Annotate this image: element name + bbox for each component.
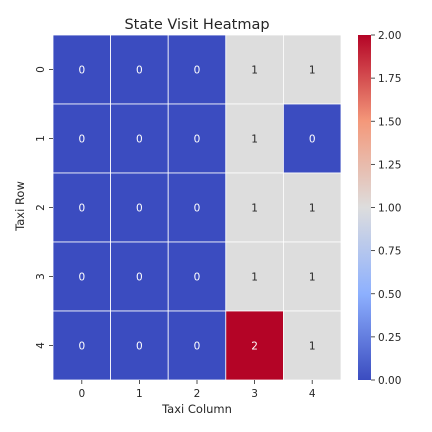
cell-annotation: 0 bbox=[78, 341, 85, 353]
cell-annotation: 0 bbox=[309, 134, 316, 146]
heatmap-cell bbox=[282, 34, 342, 105]
cell-annotation: 1 bbox=[251, 65, 258, 77]
heatmap-cell bbox=[282, 103, 342, 174]
heatmap-cell bbox=[52, 103, 111, 174]
x-axis-label: Taxi Column bbox=[161, 402, 232, 416]
heatmap-cell bbox=[167, 172, 227, 243]
heatmap-cell bbox=[167, 241, 227, 312]
colorbar-gradient bbox=[358, 35, 371, 380]
heatmap-cell bbox=[282, 310, 342, 381]
colorbar-tick-label: 0.00 bbox=[378, 375, 401, 387]
x-tick-labels: 0 1 2 3 4 bbox=[78, 380, 316, 400]
y-tick-label: 0 bbox=[35, 66, 47, 73]
y-tick-label: 4 bbox=[35, 342, 47, 349]
cell-annotation: 0 bbox=[194, 134, 201, 146]
cell-annotation: 0 bbox=[78, 203, 85, 215]
chart-title: State Visit Heatmap bbox=[124, 17, 269, 33]
cell-annotation: 0 bbox=[136, 65, 143, 77]
colorbar-tick-label: 2.00 bbox=[378, 30, 401, 42]
cell-annotation: 0 bbox=[136, 134, 143, 146]
x-tick-label: 4 bbox=[309, 388, 316, 400]
heatmap-cell bbox=[225, 241, 284, 312]
heatmap-cell bbox=[225, 172, 284, 243]
cell-annotation: 1 bbox=[251, 203, 258, 215]
cell-annotation: 0 bbox=[136, 272, 143, 284]
heatmap-cell bbox=[110, 172, 169, 243]
cell-annotation: 1 bbox=[251, 272, 258, 284]
x-tick-label: 2 bbox=[194, 388, 201, 400]
cell-annotation: 0 bbox=[194, 341, 201, 353]
heatmap-cells: 0 0 0 1 1 0 0 0 1 0 0 0 0 1 1 0 0 0 1 1 0 0 0 2 1 bbox=[52, 34, 342, 381]
heatmap-cell bbox=[225, 34, 284, 105]
cell-annotation: 1 bbox=[309, 203, 316, 215]
cell-annotation: 0 bbox=[78, 272, 85, 284]
cell-annotation: 1 bbox=[309, 341, 316, 353]
y-tick-label: 1 bbox=[35, 135, 47, 142]
cell-annotation: 2 bbox=[251, 341, 258, 353]
cell-annotation: 0 bbox=[194, 272, 201, 284]
colorbar-tick-label: 1.75 bbox=[378, 73, 401, 85]
cell-annotation: 1 bbox=[309, 65, 316, 77]
heatmap-cell bbox=[110, 241, 169, 312]
cell-annotation: 0 bbox=[78, 134, 85, 146]
heatmap-cell bbox=[167, 34, 227, 105]
colorbar-tick-label: 0.25 bbox=[378, 332, 401, 344]
x-tick-label: 1 bbox=[136, 388, 143, 400]
heatmap-cell bbox=[52, 310, 111, 381]
cell-annotation: 0 bbox=[136, 203, 143, 215]
heatmap-cell bbox=[110, 34, 169, 105]
colorbar-tick-label: 0.75 bbox=[378, 246, 401, 258]
x-tick-label: 0 bbox=[78, 388, 85, 400]
cell-annotation: 1 bbox=[251, 134, 258, 146]
y-axis-label: Taxi Row bbox=[13, 181, 27, 232]
heatmap-cell bbox=[52, 34, 111, 105]
colorbar-tick-label: 1.25 bbox=[378, 159, 401, 171]
cell-annotation: 0 bbox=[194, 203, 201, 215]
cell-annotation: 0 bbox=[78, 65, 85, 77]
colorbar-tick-label: 0.50 bbox=[378, 289, 401, 301]
colorbar-tick-label: 1.00 bbox=[378, 203, 401, 215]
y-tick-label: 3 bbox=[35, 273, 47, 280]
heatmap-cell bbox=[167, 103, 227, 174]
heatmap-cell bbox=[110, 310, 169, 381]
cell-annotation: 0 bbox=[136, 341, 143, 353]
x-tick-label: 3 bbox=[251, 388, 258, 400]
heatmap-cell bbox=[282, 241, 342, 312]
y-tick-label: 2 bbox=[35, 204, 47, 211]
cell-annotation: 1 bbox=[309, 272, 316, 284]
cell-annotation: 0 bbox=[194, 65, 201, 77]
heatmap-cell bbox=[167, 310, 227, 381]
colorbar-tick-label: 1.50 bbox=[378, 116, 401, 128]
colorbar: 0.00 0.25 0.50 0.75 1.00 1.25 1.50 1.75 2.00 bbox=[358, 30, 401, 387]
y-tick-labels: 0 1 2 3 4 bbox=[35, 66, 53, 349]
heatmap-cell bbox=[282, 172, 342, 243]
